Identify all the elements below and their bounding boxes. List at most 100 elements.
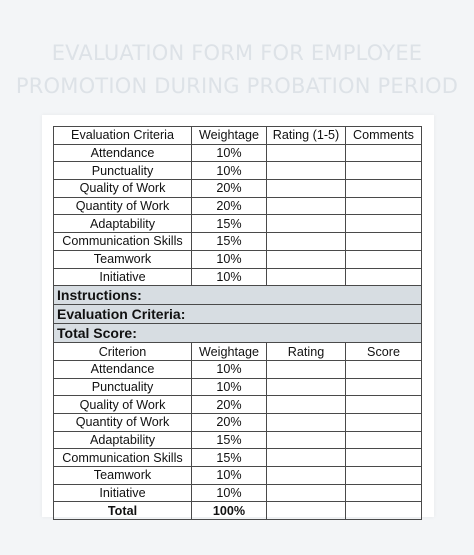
- table2-row-cell: Communication Skills: [53, 448, 192, 467]
- table1-header-cell: Weightage: [191, 126, 267, 145]
- table2-row-cell: Teamwork: [53, 466, 192, 485]
- table2-row-cell: Quantity of Work: [53, 412, 192, 432]
- table2-row-cell: 10%: [191, 466, 267, 485]
- table2-row-cell: 20%: [191, 395, 267, 414]
- total-score-heading-row: Total Score:: [53, 323, 422, 344]
- table1-row-cell[interactable]: [266, 267, 346, 287]
- table1-row-cell[interactable]: [345, 232, 422, 251]
- table1-row-cell[interactable]: [266, 179, 346, 198]
- table2-row: Punctuality 10%: [53, 377, 422, 397]
- table1-header-cell: Comments: [345, 126, 422, 145]
- table2-row-cell[interactable]: [266, 430, 346, 450]
- table2-row-cell: Punctuality: [53, 377, 192, 397]
- instructions-heading-row: Instructions:: [53, 285, 422, 306]
- table1-row-cell[interactable]: [345, 214, 422, 234]
- table1-row-cell: Attendance: [53, 143, 192, 163]
- instructions-heading: Instructions:: [53, 285, 422, 306]
- table2-row-cell[interactable]: [266, 448, 346, 467]
- table2-header-cell: Score: [345, 342, 422, 361]
- evaluation-form-table: Evaluation Criteria Weightage Rating (1-5)…: [53, 126, 422, 521]
- table2-row-cell: 15%: [191, 448, 267, 467]
- table2-row-cell[interactable]: [345, 483, 422, 503]
- table1-row-cell[interactable]: [266, 214, 346, 234]
- table1-row: Punctuality 10%: [53, 161, 422, 181]
- table1-row-cell: 10%: [191, 267, 267, 287]
- table2-row-cell[interactable]: [345, 359, 422, 379]
- table1-row-cell[interactable]: [345, 161, 422, 181]
- table2-row-cell[interactable]: [345, 395, 422, 414]
- table1-row-cell[interactable]: [345, 179, 422, 198]
- table2-row-cell: 10%: [191, 483, 267, 503]
- table2-header-cell: Weightage: [191, 342, 267, 361]
- table2-row-cell[interactable]: [345, 412, 422, 432]
- table1-row-cell[interactable]: [345, 267, 422, 287]
- table2-row: Attendance 10%: [53, 359, 422, 379]
- table2-row-cell[interactable]: [266, 377, 346, 397]
- table1-header-cell: Rating (1-5): [266, 126, 346, 145]
- table2-row-cell[interactable]: [266, 395, 346, 414]
- table2-row-cell: Quality of Work: [53, 395, 192, 414]
- table1-row-cell: 15%: [191, 232, 267, 251]
- table2-header-cell: Rating: [266, 342, 346, 361]
- table2-row-cell: Adaptability: [53, 430, 192, 450]
- table2-total-row-cell: 100%: [191, 501, 267, 521]
- table2-row-cell[interactable]: [345, 448, 422, 467]
- table2-row-cell[interactable]: [266, 466, 346, 485]
- table1-row-cell: 15%: [191, 214, 267, 234]
- table2-row-cell[interactable]: [345, 377, 422, 397]
- table1-row: Quantity of Work 20%: [53, 196, 422, 216]
- table2-header-row: Criterion Weightage Rating Score: [53, 342, 422, 361]
- table2-row-cell[interactable]: [266, 412, 346, 432]
- table2-row-cell[interactable]: [266, 483, 346, 503]
- table1-row-cell: Communication Skills: [53, 232, 192, 251]
- table1-row-cell[interactable]: [266, 161, 346, 181]
- table1-row-cell: 20%: [191, 179, 267, 198]
- table1-row: Quality of Work 20%: [53, 179, 422, 198]
- title-line-2: PROMOTION DURING PROBATION PERIOD: [15, 74, 459, 98]
- table2-header-cell: Criterion: [53, 342, 192, 361]
- table2-row-cell: Initiative: [53, 483, 192, 503]
- table2-total-row-cell: Total: [53, 501, 192, 521]
- table1-row-cell[interactable]: [266, 196, 346, 216]
- table2-row-cell[interactable]: [345, 466, 422, 485]
- title-line-1: EVALUATION FORM FOR EMPLOYEE: [51, 41, 423, 65]
- table1-row-cell: Teamwork: [53, 249, 192, 269]
- table1-row-cell: Initiative: [53, 267, 192, 287]
- table2-row-cell[interactable]: [345, 430, 422, 450]
- table1-row-cell: 10%: [191, 249, 267, 269]
- table1-row-cell: 10%: [191, 161, 267, 181]
- table1-row-cell[interactable]: [266, 249, 346, 269]
- table2-row-cell: 10%: [191, 359, 267, 379]
- table2-total-row: Total 100%: [53, 501, 422, 521]
- evaluation-criteria-heading: Evaluation Criteria:: [53, 304, 422, 325]
- table1-row: Teamwork 10%: [53, 249, 422, 269]
- table2-row: Initiative 10%: [53, 483, 422, 503]
- table1-row: Initiative 10%: [53, 267, 422, 287]
- table1-row: Adaptability 15%: [53, 214, 422, 234]
- table2-total-row-cell[interactable]: [345, 501, 422, 521]
- table2-row: Communication Skills 15%: [53, 448, 422, 467]
- table2-row: Quality of Work 20%: [53, 395, 422, 414]
- table1-row-cell[interactable]: [266, 232, 346, 251]
- table1-row-cell: 10%: [191, 143, 267, 163]
- table2-row-cell: 20%: [191, 412, 267, 432]
- form-body: Evaluation Criteria Weightage Rating (1-5)…: [53, 126, 422, 521]
- table2-row-cell: 10%: [191, 377, 267, 397]
- table1-row-cell[interactable]: [266, 143, 346, 163]
- table1-row-cell: Adaptability: [53, 214, 192, 234]
- table1-row-cell: Quality of Work: [53, 179, 192, 198]
- table2-row: Teamwork 10%: [53, 466, 422, 485]
- evaluation-criteria-heading-row: Evaluation Criteria:: [53, 304, 422, 325]
- table1-row-cell[interactable]: [345, 143, 422, 163]
- table2-row-cell: Attendance: [53, 359, 192, 379]
- table2-total-row-cell[interactable]: [266, 501, 346, 521]
- table2-row-cell[interactable]: [266, 359, 346, 379]
- page-title: EVALUATION FORM FOR EMPLOYEE PROMOTION D…: [0, 37, 474, 103]
- table1-header-row: Evaluation Criteria Weightage Rating (1-5)…: [53, 126, 422, 145]
- table1-row-cell[interactable]: [345, 249, 422, 269]
- table2-row: Quantity of Work 20%: [53, 412, 422, 432]
- table2-row-cell: 15%: [191, 430, 267, 450]
- total-score-heading: Total Score:: [53, 323, 422, 344]
- table1-row-cell[interactable]: [345, 196, 422, 216]
- table1-row-cell: 20%: [191, 196, 267, 216]
